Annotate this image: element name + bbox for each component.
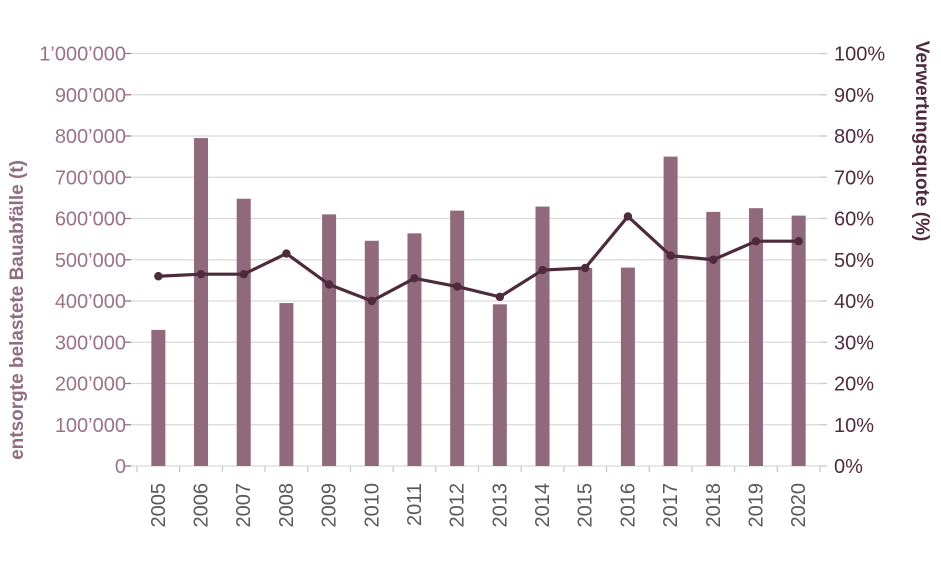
right-axis-tick-label: 30% [834,332,874,354]
x-axis-label-2013: 2013 [489,483,511,528]
bar-2015 [578,268,593,466]
quota-line [158,214,799,303]
bar-2005 [151,329,166,466]
quota-point-2005 [154,272,163,281]
quota-point-2015 [581,263,590,273]
left-axis-tick-label: 0 [115,456,126,478]
x-axis-label-2017: 2017 [660,483,682,528]
x-axis-label-2012: 2012 [447,483,469,528]
right-axis-tick-label: 60% [834,209,874,231]
quota-point-2017 [666,251,675,260]
x-axis-label-2007: 2007 [233,483,255,528]
quota-point-2011 [410,274,419,283]
right-axis-title: Verwertungsquote (%) [911,40,932,242]
left-axis-tick-label: 200’000 [55,374,126,396]
bar-2012 [450,210,465,466]
right-axis-tick-label: 100% [834,44,885,66]
quota-point-2008 [282,249,291,258]
x-axis-label-2020: 2020 [788,483,810,528]
x-axis-label-2006: 2006 [191,483,213,528]
left-axis-tick-label: 1’000’000 [39,44,126,66]
bar-2016 [620,267,635,466]
right-axis-tick-label: 40% [834,291,874,313]
quota-point-2019 [751,236,761,246]
left-axis-tick-label: 600’000 [55,209,126,231]
right-axis-tick-label: 10% [834,415,874,437]
bar-2009 [322,214,337,466]
quota-point-2013 [495,292,505,302]
x-axis-label-2015: 2015 [575,483,597,528]
quota-point-2009 [324,280,334,289]
bar-2019 [748,208,763,466]
x-axis-label-2011: 2011 [404,483,426,526]
left-axis-tick-label: 300’000 [55,332,126,354]
right-axis-tick-label: 20% [834,374,874,396]
quota-point-2020 [794,236,803,246]
quota-point-2010 [367,296,376,306]
bar-2013 [492,304,507,466]
quota-point-2014 [538,265,547,275]
x-axis-label-2016: 2016 [617,483,639,528]
quota-point-2016 [623,212,633,221]
left-axis-tick-label: 400’000 [55,291,126,313]
left-axis-tick-label: 900’000 [55,85,126,107]
bar-2011 [407,233,422,466]
quota-point-2007 [239,269,248,279]
bar-2017 [663,156,678,466]
left-axis-tick-label: 800’000 [55,126,126,148]
x-axis-label-2018: 2018 [703,483,725,528]
bar-2010 [364,240,379,466]
left-axis-title: entsorgte belastete Bauabfälle (t) [7,160,28,460]
x-axis-label-2005: 2005 [148,483,170,528]
bar-2020 [791,215,806,466]
x-axis-label-2009: 2009 [319,483,341,528]
bar-2008 [279,303,294,466]
quota-point-2018 [709,255,718,264]
quota-point-2006 [196,269,206,279]
bar-2018 [706,211,721,466]
x-axis-label-2008: 2008 [276,483,298,528]
bar-2007 [236,198,251,466]
left-axis-tick-label: 500’000 [55,250,126,272]
right-axis-tick-label: 50% [834,250,874,272]
right-axis-tick-label: 90% [834,85,874,107]
right-axis-tick-label: 80% [834,126,874,148]
right-axis-tick-label: 70% [834,167,874,189]
right-axis-tick-label: 0% [834,456,863,478]
bar-2014 [535,206,550,466]
x-axis-label-2010: 2010 [361,483,383,528]
quota-point-2012 [452,282,462,291]
x-axis-label-2019: 2019 [745,483,767,528]
left-axis-tick-label: 700’000 [55,167,126,189]
left-axis-tick-label: 100’000 [55,415,126,437]
bar-2006 [194,138,209,466]
x-axis-label-2014: 2014 [532,483,554,528]
